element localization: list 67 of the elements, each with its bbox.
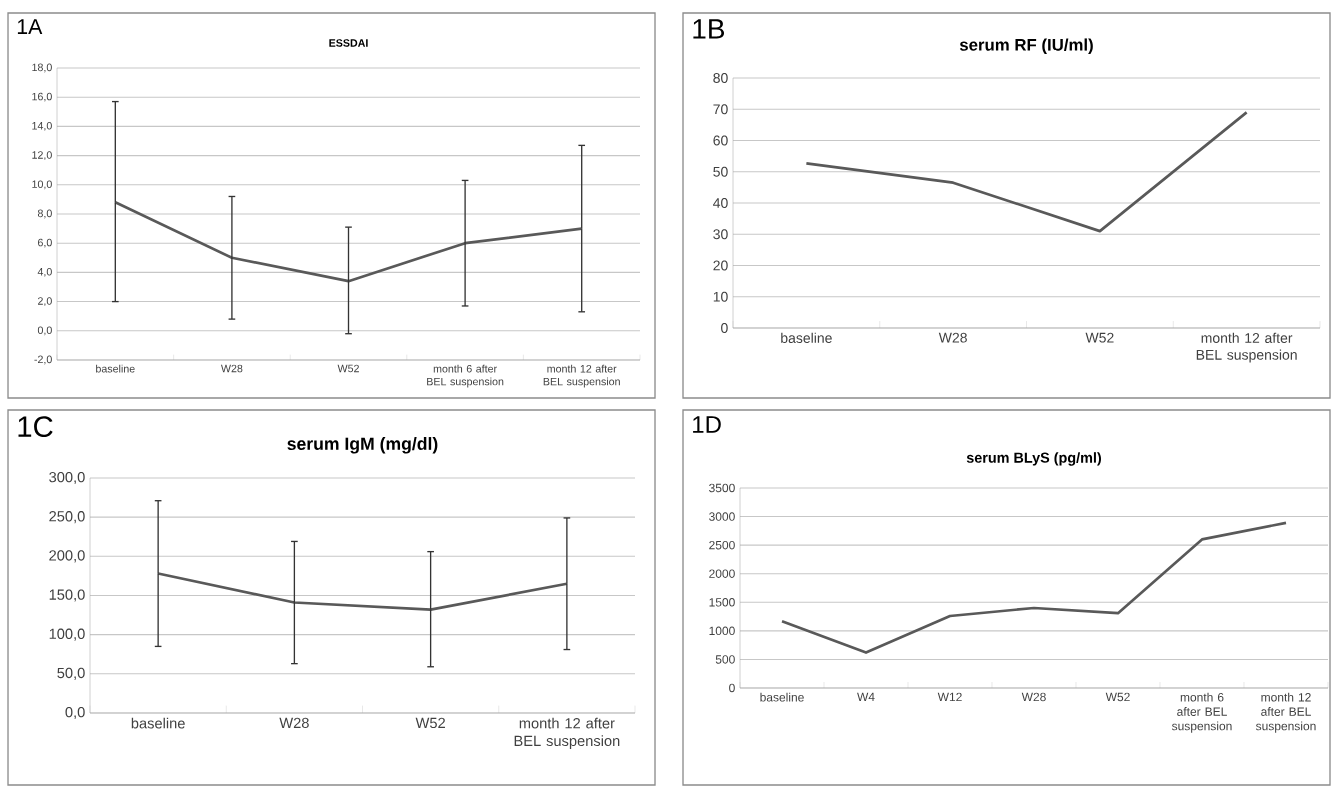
- y-tick-label: 150,0: [49, 589, 85, 602]
- y-tick-label: 40: [713, 198, 728, 208]
- y-tick-label: 50: [713, 166, 728, 177]
- x-tick-label: W28: [279, 717, 309, 729]
- y-tick-label: 300,0: [49, 471, 85, 485]
- x-tick-label: W52: [415, 717, 445, 729]
- y-tick-label: 16,0: [32, 92, 52, 102]
- y-tick-label: 12,0: [32, 151, 52, 160]
- x-tick-label: month 12 after BEL suspension: [514, 717, 620, 749]
- line-series: [780, 521, 1288, 654]
- y-tick-label: 500: [715, 655, 735, 664]
- y-tick-label: 1500: [709, 598, 735, 607]
- line-series: [156, 572, 569, 611]
- x-tick-label: baseline: [131, 717, 185, 729]
- y-tick-label: 60: [713, 135, 728, 146]
- x-tick-label: month 12 after BEL suspension: [1196, 332, 1297, 363]
- y-tick-label: 18,0: [32, 63, 52, 73]
- y-tick-label: 2000: [709, 569, 735, 578]
- y-tick-label: 250,0: [49, 511, 85, 524]
- y-tick-label: 6,0: [38, 238, 52, 248]
- x-tick-label: month 12 after BEL suspension: [543, 364, 620, 388]
- y-tick-label: 2500: [709, 540, 735, 550]
- x-tick-label: W52: [337, 364, 359, 373]
- y-tick-label: 2,0: [38, 297, 52, 306]
- x-tick-label: month 6 after BEL suspension: [1171, 692, 1232, 733]
- y-tick-label: 8,0: [37, 209, 52, 219]
- x-tick-label: month 6 after BEL suspension: [427, 364, 504, 388]
- y-tick-label: 20: [713, 260, 728, 271]
- y-tick-label: 14,0: [32, 121, 52, 131]
- line-series: [805, 111, 1248, 233]
- x-tick-label: W52: [1085, 332, 1114, 343]
- y-tick-label: 0: [721, 323, 728, 333]
- y-tick-label: 0,0: [37, 326, 52, 336]
- y-tick-label: 3500: [709, 483, 735, 493]
- text: 1D: [693, 416, 721, 433]
- y-tick-label: 0,0: [65, 706, 85, 720]
- text: 1C: [18, 416, 53, 438]
- x-tick-label: month 12 after BEL suspension: [1255, 692, 1316, 733]
- y-tick-label: 80: [713, 73, 728, 83]
- x-tick-label: W4: [857, 692, 875, 701]
- x-tick-label: baseline: [760, 692, 804, 702]
- y-tick-label: 100,0: [49, 628, 85, 641]
- x-tick-label: W28: [938, 332, 967, 343]
- line-series: [113, 200, 584, 283]
- x-tick-label: W28: [220, 364, 243, 373]
- y-tick-label: 70: [713, 104, 728, 115]
- text: 1A: [17, 19, 43, 34]
- x-tick-label: W52: [1105, 692, 1130, 702]
- x-tick-label: W28: [1021, 692, 1046, 702]
- chart-title: serum BLyS (pg/ml): [966, 452, 1102, 466]
- y-tick-label: 3000: [709, 512, 735, 521]
- x-tick-label: baseline: [96, 364, 135, 373]
- y-tick-label: 10,0: [32, 180, 52, 190]
- y-tick-label: -2,0: [34, 355, 52, 365]
- x-tick-label: baseline: [781, 332, 832, 343]
- y-tick-label: 50,0: [57, 667, 85, 680]
- y-tick-label: 200,0: [49, 550, 85, 563]
- y-tick-label: 30: [713, 229, 728, 240]
- chart-title: serum IgM (mg/dl): [287, 437, 438, 454]
- y-tick-label: 0: [729, 683, 735, 693]
- y-tick-label: 1000: [709, 626, 735, 636]
- x-tick-label: W12: [937, 692, 962, 702]
- y-tick-label: 10: [713, 291, 728, 302]
- chart-title: serum RF (IU/ml): [959, 38, 1093, 55]
- y-tick-label: 4,0: [37, 267, 52, 277]
- text: 1B: [693, 19, 725, 39]
- chart-title: ESSDAI: [329, 39, 368, 47]
